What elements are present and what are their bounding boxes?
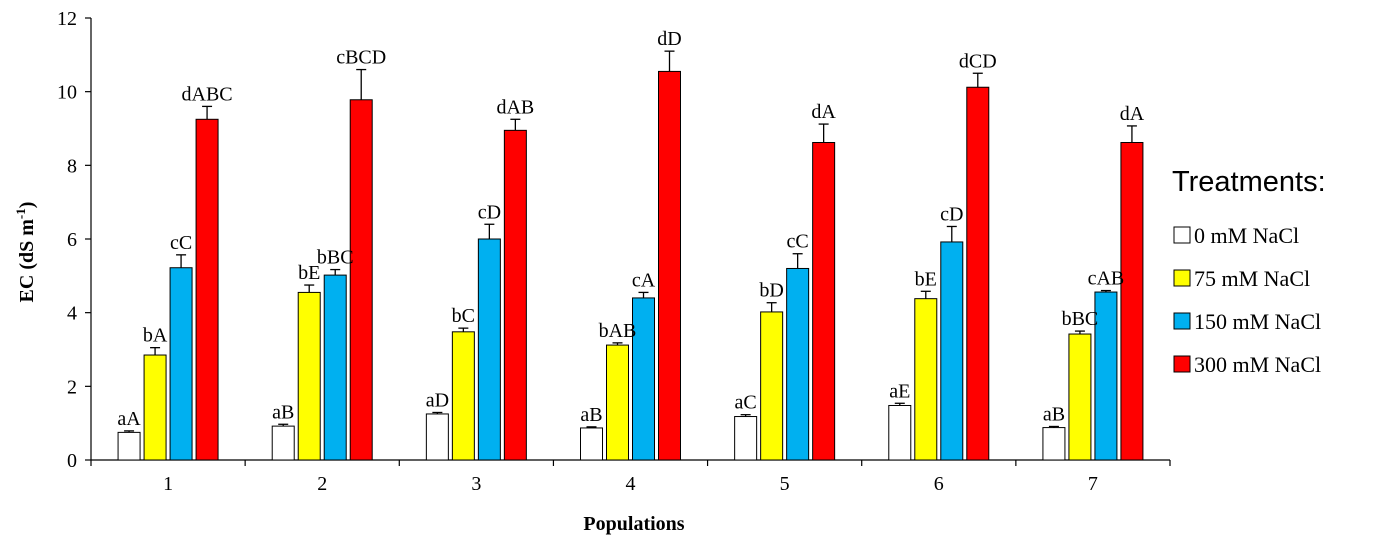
bar-significance-label: aC [735,392,757,414]
bar-significance-label: dAB [496,96,534,118]
bar-significance-label: dCD [959,50,997,72]
legend-label: 300 mM NaCl [1194,352,1321,377]
legend-label: 0 mM NaCl [1194,223,1299,248]
bar-significance-label: bBC [317,247,354,269]
bar-significance-label: dD [657,28,681,50]
bar [734,416,758,461]
bar [914,298,938,461]
x-tick-label: 5 [780,473,790,495]
bar-significance-label: cA [632,269,656,291]
bar [888,404,912,461]
bar [503,129,527,461]
x-axis-title: Populations [583,513,684,535]
bar [143,354,167,461]
bar-significance-label: aB [272,401,294,423]
bar [940,241,964,461]
y-tick-label: 12 [57,8,77,30]
bar [812,141,836,461]
x-tick-label: 4 [626,473,636,495]
legend-title: Treatments: [1172,166,1326,198]
bar [658,70,681,461]
bar [323,274,347,461]
bar [580,427,603,461]
bar [451,331,475,461]
y-tick-label: 0 [67,450,77,472]
bar-significance-label: aA [117,408,141,430]
bar-significance-label: dABC [182,83,233,105]
x-tick-label: 6 [934,473,944,495]
legend-label: 75 mM NaCl [1194,266,1310,291]
x-tick-label: 2 [317,473,327,495]
bar-significance-label: bC [452,305,475,327]
bar-significance-label: bA [143,325,168,347]
bar-significance-label: cAB [1088,268,1125,290]
bar [1068,333,1092,461]
bar-significance-label: bE [298,262,320,284]
bar [117,431,141,461]
legend-items: 0 mM NaCl 75 mM NaCl 150 mM NaCl 300 mM NaC… [1173,223,1321,377]
bar-significance-label: aB [580,404,602,426]
bar [1042,427,1066,461]
bar-significance-label: cBCD [336,47,386,69]
bar [786,267,810,461]
bars-layer [117,50,1144,461]
y-axis-title: EC (dS m-1) [13,202,38,303]
legend-label: 150 mM NaCl [1194,309,1321,334]
y-tick-label: 10 [57,82,77,104]
bar [297,291,321,461]
bar-significance-label: cD [478,201,501,223]
bar [349,99,373,461]
bar [271,425,295,461]
bar-significance-label: aB [1043,403,1065,425]
legend-swatch [1173,269,1191,287]
bar [477,238,501,461]
y-tick-label: 4 [67,303,77,325]
bar-significance-label: dA [1120,103,1145,125]
bar-significance-label: aD [426,389,449,411]
bar-significance-label: bAB [599,320,637,342]
y-tick-label: 2 [67,376,77,398]
legend-swatch [1173,226,1191,244]
bar-significance-label: cD [940,203,963,225]
bar [425,413,449,461]
bar [195,118,219,461]
bar-significance-label: bE [915,268,937,290]
bar-labels-layer: aAbAcCdABCaBbEbBCcBCDaDbCcDdABaBbABcAdDa… [117,28,1144,430]
bar [966,86,990,461]
x-tick-label: 1 [163,473,173,495]
bar-significance-label: bD [759,280,783,302]
bar [169,267,193,461]
bar-significance-label: cC [787,231,809,253]
bar-significance-label: bBC [1062,308,1099,330]
x-tick-label: 3 [471,473,481,495]
bar-significance-label: aE [889,380,910,402]
y-tick-label: 8 [67,155,77,177]
legend-swatch [1173,355,1191,373]
bar [760,311,784,461]
bar [1120,141,1144,461]
legend-swatch [1173,312,1191,330]
bar-significance-label: cC [170,232,192,254]
bar-significance-label: dA [811,101,836,123]
bar [606,344,629,461]
y-tick-label: 6 [67,229,77,251]
x-tick-label: 7 [1088,473,1098,495]
legend: Treatments: 0 mM NaCl 75 mM NaCl 150 mM Na… [1172,166,1326,377]
